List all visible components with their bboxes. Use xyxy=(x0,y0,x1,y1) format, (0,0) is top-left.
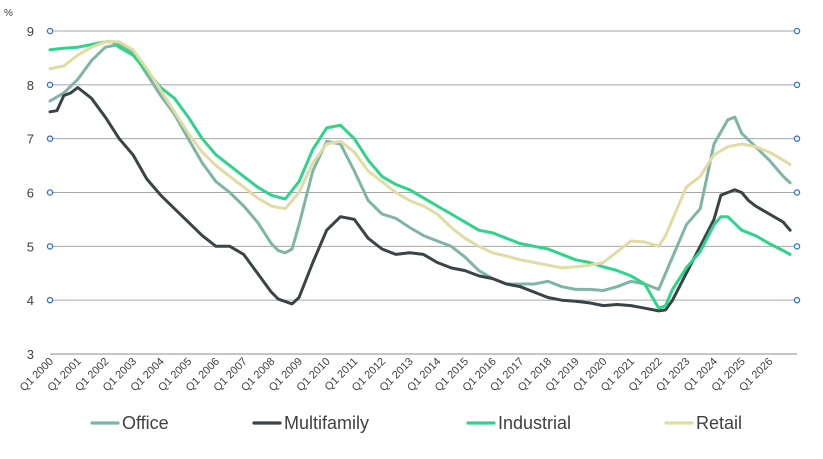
right-axis-marker-8 xyxy=(793,81,801,89)
right-axis-marker-6 xyxy=(793,189,801,196)
legend-label-retail: Retail xyxy=(696,413,742,433)
y-tick-label-3: 3 xyxy=(27,347,34,362)
left-axis-marker-8 xyxy=(46,81,54,89)
left-axis-marker-7 xyxy=(46,135,54,142)
gridlines xyxy=(50,30,797,355)
y-tick-label-6: 6 xyxy=(27,186,34,201)
y-tick-label-4: 4 xyxy=(27,293,34,308)
legend-label-industrial: Industrial xyxy=(498,413,571,433)
legend-label-office: Office xyxy=(122,413,169,433)
series-line-retail xyxy=(48,40,792,270)
right-axis-marker-4 xyxy=(793,296,801,304)
legend-item-retail: Retail xyxy=(664,413,742,433)
y-tick-label-5: 5 xyxy=(27,239,34,254)
series-line-office xyxy=(48,43,792,292)
left-axis-marker-4 xyxy=(46,296,54,304)
left-axis-marker-6 xyxy=(46,189,54,196)
legend-label-multifamily: Multifamily xyxy=(284,413,369,433)
legend-item-industrial: Industrial xyxy=(466,413,571,433)
axis-markers xyxy=(46,27,801,304)
left-axis-marker-5 xyxy=(46,243,54,250)
right-axis-marker-5 xyxy=(793,243,801,250)
series-line-multifamily xyxy=(48,86,792,313)
left-axis-marker-9 xyxy=(46,27,54,35)
y-tick-label-9: 9 xyxy=(27,24,34,39)
legend: Office Multifamily Industrial Retail xyxy=(90,413,742,433)
y-tick-label-8: 8 xyxy=(27,78,34,93)
right-axis-marker-7 xyxy=(793,135,801,142)
series-line-industrial xyxy=(48,40,792,310)
legend-item-office: Office xyxy=(90,413,169,433)
right-axis-marker-9 xyxy=(793,27,801,35)
y-axis-unit-label: % xyxy=(4,8,13,19)
legend-item-multifamily: Multifamily xyxy=(252,413,369,433)
series-lines xyxy=(48,40,792,313)
y-tick-label-7: 7 xyxy=(27,132,34,147)
